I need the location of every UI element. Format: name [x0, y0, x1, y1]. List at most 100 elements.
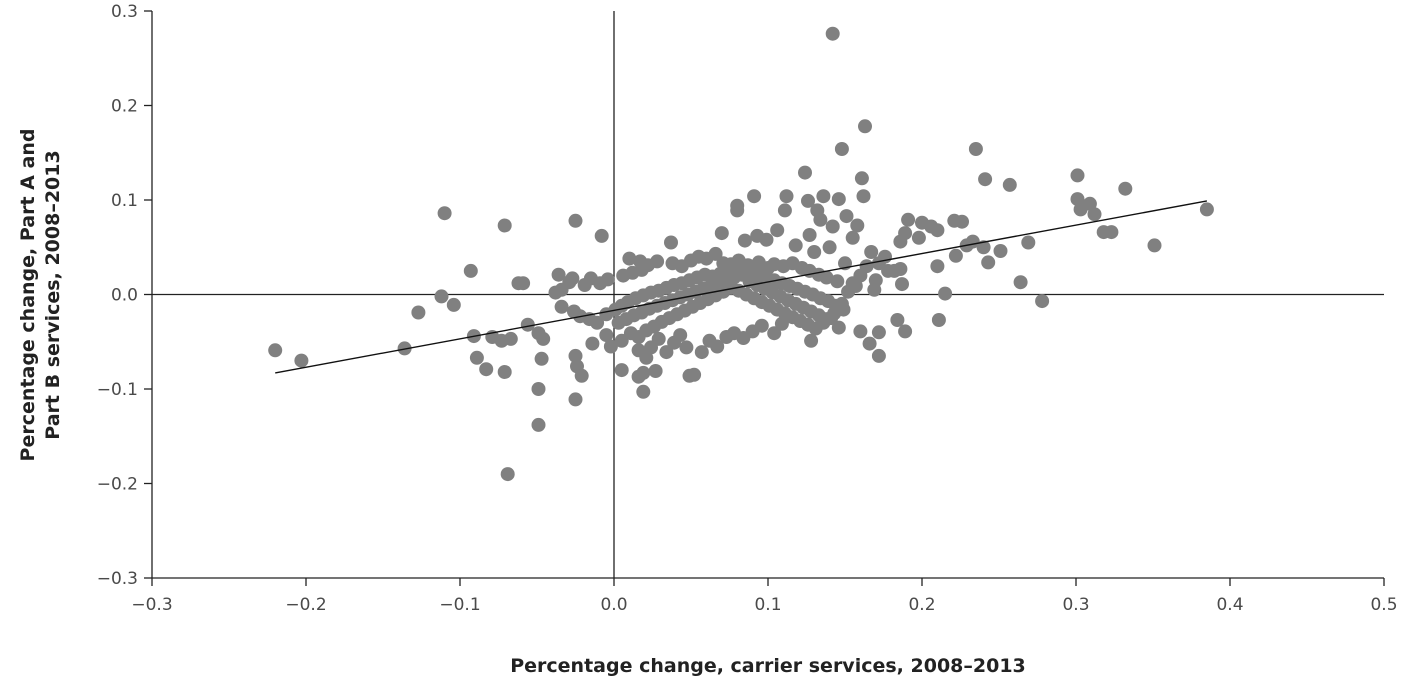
- data-point: [664, 235, 678, 250]
- data-point: [955, 214, 969, 229]
- data-point: [831, 192, 846, 207]
- data-point: [948, 248, 963, 263]
- data-point: [759, 232, 774, 247]
- data-point: [1021, 235, 1036, 250]
- data-point: [1199, 202, 1214, 217]
- data-point: [503, 331, 518, 346]
- data-point: [531, 382, 546, 396]
- data-point: [650, 254, 665, 269]
- x-tick-label: 0.3: [1062, 595, 1089, 615]
- data-point: [268, 343, 283, 358]
- x-tick-label: −0.1: [439, 595, 480, 615]
- data-point: [1104, 225, 1119, 240]
- data-point: [854, 171, 869, 186]
- data-point: [788, 238, 803, 253]
- data-point: [694, 345, 709, 360]
- data-point: [636, 365, 651, 380]
- data-point: [1073, 202, 1088, 217]
- data-point: [848, 279, 863, 293]
- y-tick-label: −0.3: [97, 569, 138, 589]
- data-point: [802, 228, 817, 242]
- data-point: [871, 325, 886, 340]
- data-point: [437, 206, 452, 221]
- data-point: [862, 336, 877, 351]
- data-point: [825, 26, 840, 41]
- y-tick-label: 0.2: [111, 97, 138, 117]
- data-point: [767, 326, 782, 341]
- data-point: [754, 318, 769, 333]
- data-point: [551, 267, 566, 282]
- y-axis-title-line-1: Percentage change, Part A and: [17, 129, 39, 462]
- ticks: −0.3 −0.2 −0.1 0.0 0.1 0.2 0.3 0.4 0.5 0.3 0.2 0.1 0…: [97, 2, 1398, 615]
- data-point: [853, 324, 868, 339]
- data-point: [976, 240, 991, 255]
- data-point: [1087, 207, 1102, 222]
- data-points: [268, 26, 1214, 482]
- data-point: [673, 328, 688, 343]
- data-point: [890, 313, 905, 327]
- data-point: [993, 244, 1008, 258]
- data-point: [565, 271, 580, 286]
- data-point: [708, 246, 723, 261]
- data-point: [825, 219, 840, 234]
- data-point: [554, 299, 569, 314]
- data-point: [813, 212, 828, 227]
- trend-line: [275, 200, 1208, 374]
- data-point: [801, 193, 815, 208]
- data-point: [1013, 275, 1028, 290]
- x-tick-label: −0.2: [285, 595, 326, 615]
- data-point: [497, 365, 512, 379]
- data-point: [568, 392, 583, 407]
- data-point: [446, 297, 461, 312]
- trend-line-group: [275, 200, 1208, 374]
- data-point: [682, 368, 697, 383]
- data-point: [600, 272, 615, 287]
- x-tick-label: 0.5: [1370, 595, 1397, 615]
- x-axis-title: Percentage change, carrier services, 200…: [510, 655, 1026, 677]
- data-point: [816, 189, 831, 204]
- data-point: [710, 339, 725, 354]
- y-tick-label: −0.2: [97, 475, 138, 495]
- data-point: [730, 203, 745, 218]
- data-point: [568, 213, 583, 228]
- data-point: [479, 362, 494, 377]
- data-point: [777, 203, 792, 218]
- data-point: [531, 417, 546, 432]
- data-point: [779, 189, 794, 204]
- data-point: [856, 189, 871, 204]
- x-tick-label: 0.4: [1216, 595, 1243, 615]
- data-point: [659, 345, 674, 360]
- data-point: [568, 348, 583, 363]
- data-point: [871, 256, 886, 271]
- data-point: [1070, 168, 1085, 183]
- data-point: [714, 226, 729, 241]
- data-point: [636, 384, 651, 399]
- data-point: [536, 331, 551, 346]
- data-point: [651, 331, 666, 346]
- data-point: [824, 311, 839, 326]
- data-point: [585, 336, 600, 351]
- data-point: [831, 320, 846, 335]
- data-point: [864, 245, 879, 259]
- data-point: [516, 276, 531, 291]
- y-tick-label: 0.1: [111, 191, 138, 211]
- data-point: [930, 259, 945, 274]
- data-point: [938, 286, 953, 301]
- data-point: [981, 255, 996, 270]
- data-point: [770, 223, 785, 238]
- data-point: [497, 218, 512, 233]
- data-point: [594, 228, 609, 243]
- data-point: [1002, 177, 1017, 192]
- y-tick-label: 0.0: [111, 286, 138, 306]
- data-point: [614, 333, 629, 348]
- data-point: [968, 142, 983, 156]
- data-point: [901, 212, 916, 227]
- x-tick-label: 0.0: [600, 595, 627, 615]
- data-point: [737, 233, 752, 248]
- data-point: [822, 240, 837, 255]
- data-point: [834, 142, 849, 156]
- data-point: [898, 324, 913, 339]
- data-point: [834, 296, 849, 311]
- data-point: [1035, 294, 1050, 309]
